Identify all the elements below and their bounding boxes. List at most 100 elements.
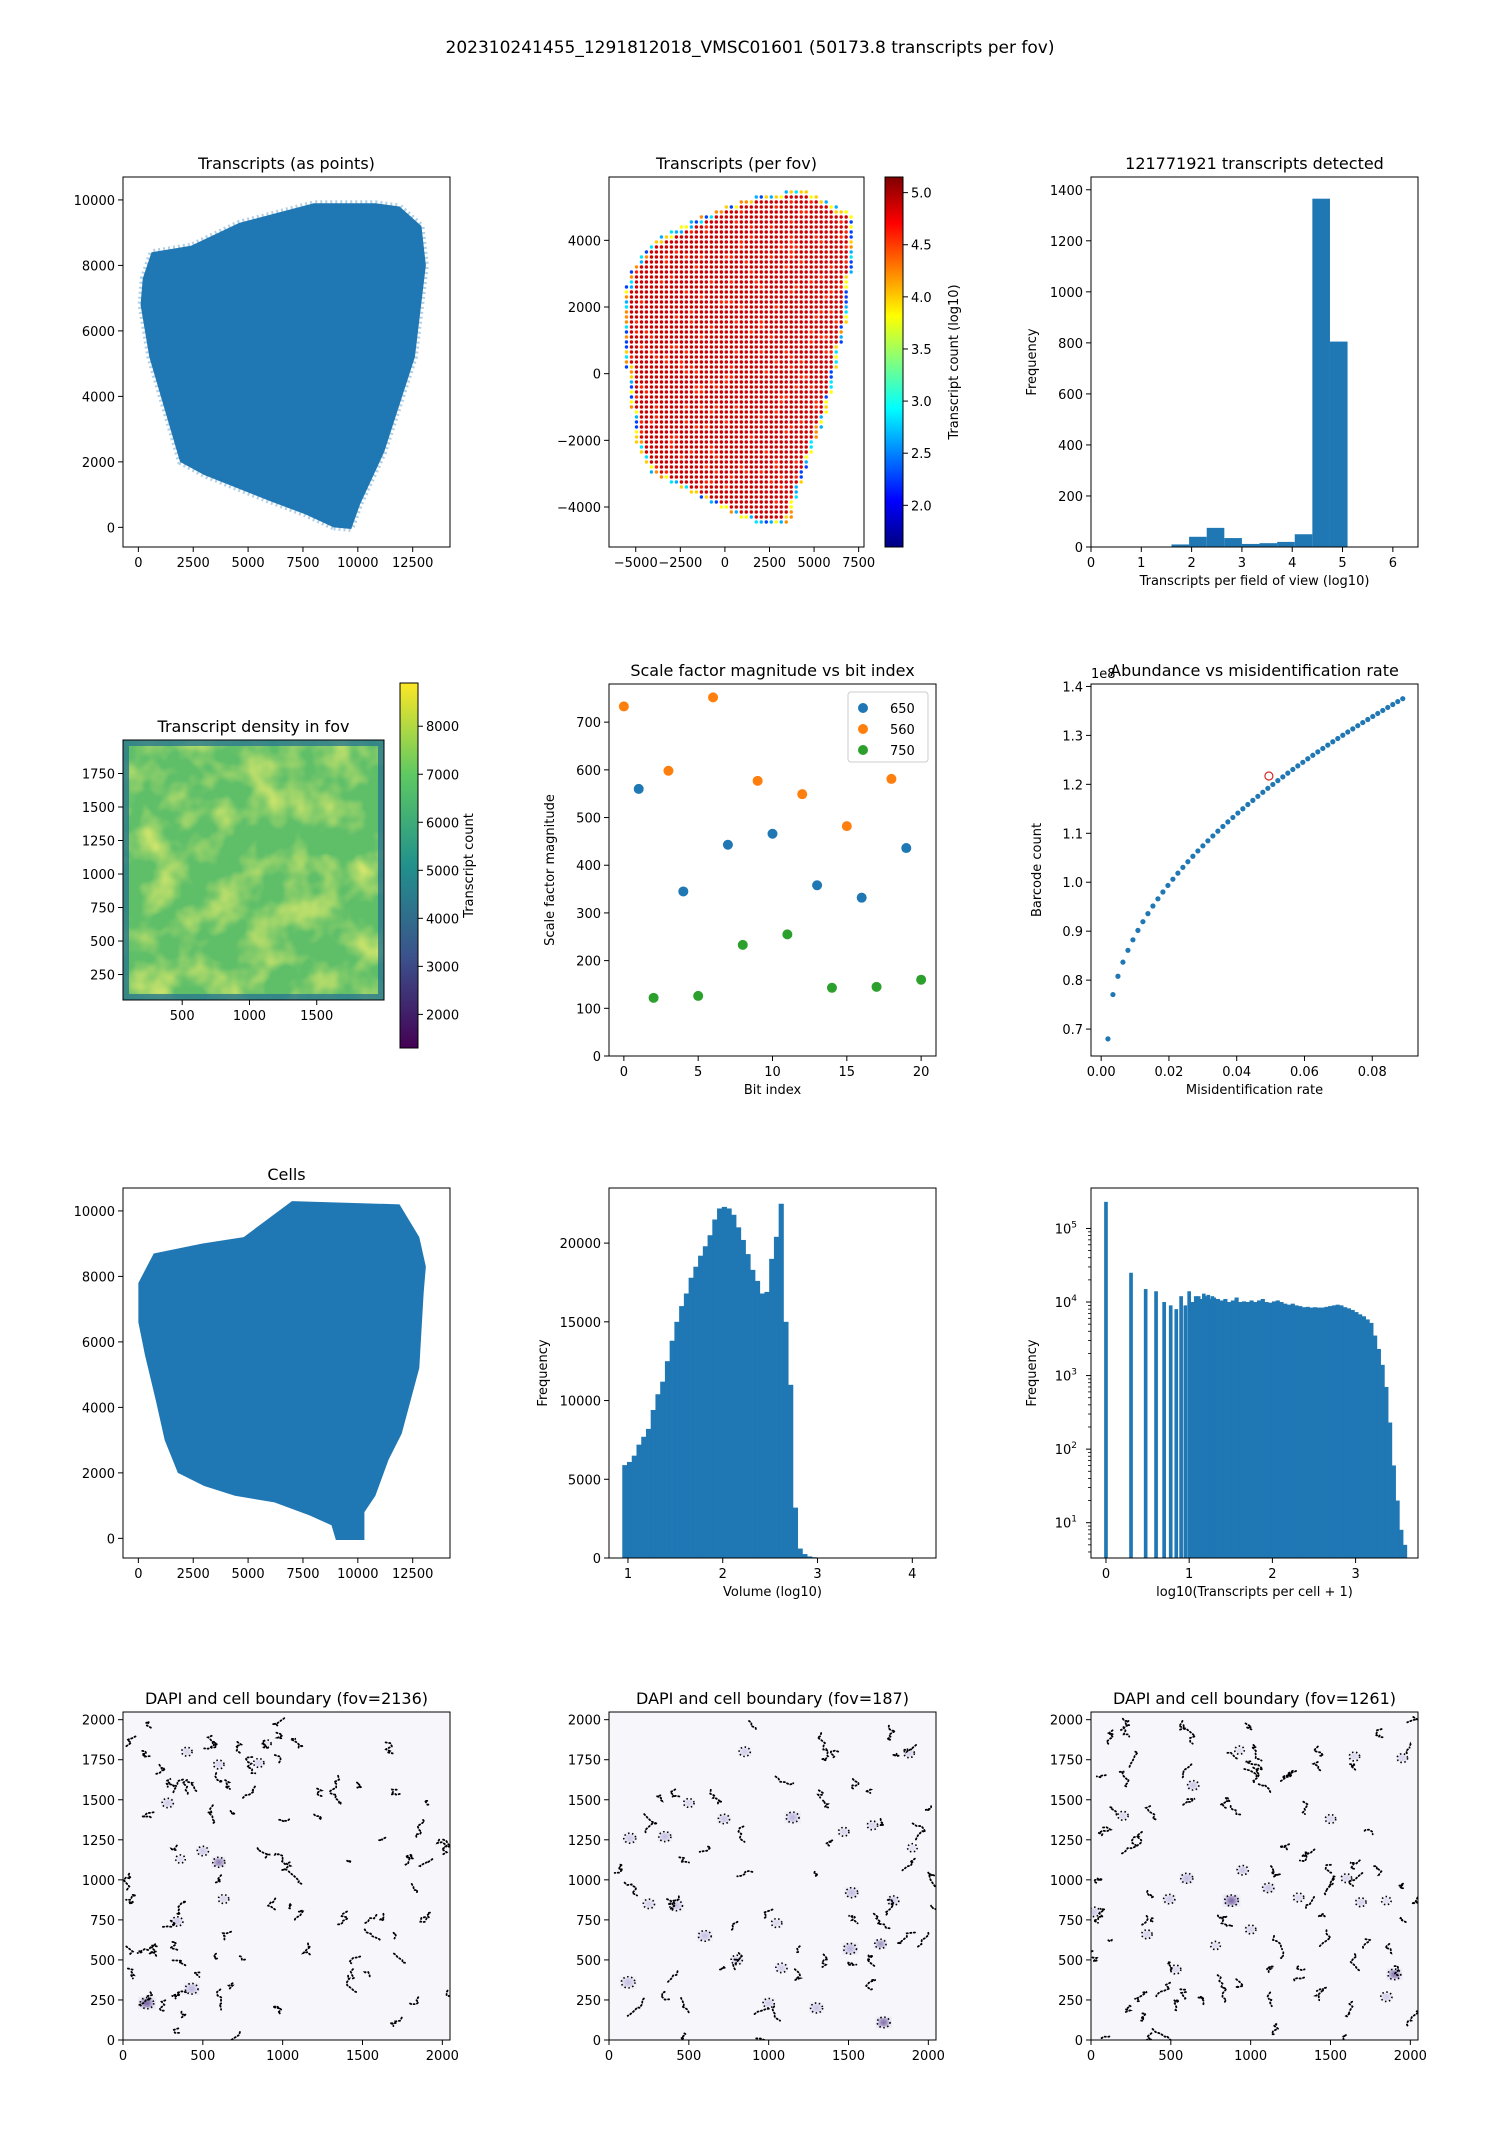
fov-point xyxy=(779,335,783,339)
cell-boundary xyxy=(1155,1981,1172,1998)
fov-point xyxy=(764,200,768,204)
nucleus xyxy=(741,1749,749,1755)
fov-point xyxy=(844,220,848,224)
fov-point xyxy=(744,505,749,509)
fov-point xyxy=(624,300,629,304)
x-tick-label: 3 xyxy=(813,1567,821,1582)
cell-boundary xyxy=(719,1966,728,1971)
fov-point xyxy=(754,465,758,469)
fov-point xyxy=(704,265,709,269)
fov-point xyxy=(729,335,734,339)
cell-boundary xyxy=(181,1779,189,1797)
cell-boundary xyxy=(658,1830,672,1843)
fov-point xyxy=(689,250,694,254)
cell-boundary xyxy=(170,1778,184,1794)
cell-boundary xyxy=(654,1794,664,1803)
fov-point xyxy=(759,465,763,469)
abundance-point xyxy=(1295,763,1301,769)
cell-boundary xyxy=(335,1910,349,1926)
fov-point xyxy=(794,290,798,294)
fov-point xyxy=(809,445,813,449)
cell-boundary xyxy=(770,1917,783,1929)
fov-point xyxy=(804,375,808,379)
fov-point xyxy=(759,410,763,414)
cell-boundary xyxy=(345,1974,358,1994)
fov-point xyxy=(729,250,734,254)
fov-point xyxy=(714,415,719,419)
fov-point xyxy=(739,400,744,404)
fov-point xyxy=(779,405,783,409)
fov-point xyxy=(689,415,694,419)
fov-point xyxy=(689,295,694,299)
fov-point xyxy=(764,295,768,299)
fov-point xyxy=(714,230,719,234)
fov-point xyxy=(754,470,758,474)
fov-point xyxy=(654,280,659,284)
cell-boundary xyxy=(288,1903,294,1910)
fov-point xyxy=(704,385,709,389)
nucleus xyxy=(214,1859,223,1866)
fov-point xyxy=(739,475,744,479)
abundance-point xyxy=(1385,704,1391,711)
fov-point xyxy=(774,330,778,334)
histogram-bar xyxy=(636,1444,642,1558)
fov-point xyxy=(684,250,689,254)
transcript-point-cloud xyxy=(140,203,426,529)
fov-point xyxy=(819,345,823,349)
cell-boundary xyxy=(1223,1894,1240,1908)
fov-point xyxy=(684,260,689,264)
histogram-bar xyxy=(1215,1298,1220,1558)
fov-point xyxy=(814,390,818,394)
cell-boundary xyxy=(678,1856,690,1864)
fov-point xyxy=(759,275,763,279)
fov-point xyxy=(639,335,644,339)
fov-point xyxy=(749,415,754,419)
cell-boundary xyxy=(1250,1744,1263,1762)
fov-point xyxy=(759,255,763,259)
abundance-point xyxy=(1360,719,1366,726)
nucleus xyxy=(1165,1896,1173,1902)
fov-point xyxy=(724,455,729,459)
fov-point xyxy=(719,470,724,474)
fov-point xyxy=(804,315,808,319)
fov-point xyxy=(639,400,644,404)
fov-point xyxy=(664,465,669,469)
fov-point xyxy=(669,290,674,294)
fov-point xyxy=(764,240,768,244)
fov-point xyxy=(694,275,699,279)
fov-point xyxy=(729,375,734,379)
fov-point xyxy=(634,300,639,304)
fov-point xyxy=(724,325,729,329)
fov-point xyxy=(704,420,709,424)
fov-point xyxy=(684,475,689,479)
fov-point xyxy=(739,205,744,209)
fov-point xyxy=(709,415,714,419)
cell-boundary xyxy=(125,1894,136,1901)
fov-point xyxy=(749,445,754,449)
fov-point xyxy=(784,245,788,249)
legend-marker xyxy=(858,724,868,734)
cell-boundary xyxy=(1229,1805,1242,1816)
fov-point xyxy=(674,360,679,364)
fov-point xyxy=(684,460,689,464)
fov-point xyxy=(629,295,634,299)
fov-point xyxy=(744,240,749,244)
fov-point xyxy=(804,415,808,419)
histogram-bar xyxy=(1286,1304,1292,1558)
fov-point xyxy=(774,520,778,524)
fov-point xyxy=(694,435,699,439)
nucleus xyxy=(869,1822,876,1828)
fov-point xyxy=(674,270,679,274)
fov-point xyxy=(804,425,808,429)
fov-point xyxy=(699,315,704,319)
fov-point xyxy=(704,355,709,359)
fov-point xyxy=(664,455,669,459)
nucleus xyxy=(623,1978,633,1986)
fov-point xyxy=(654,275,659,279)
fov-point xyxy=(694,230,699,234)
fov-point xyxy=(659,375,664,379)
fov-point xyxy=(759,405,763,409)
chart-title: Transcripts (per fov) xyxy=(655,154,817,173)
x-tick-label: 5 xyxy=(1338,556,1346,571)
